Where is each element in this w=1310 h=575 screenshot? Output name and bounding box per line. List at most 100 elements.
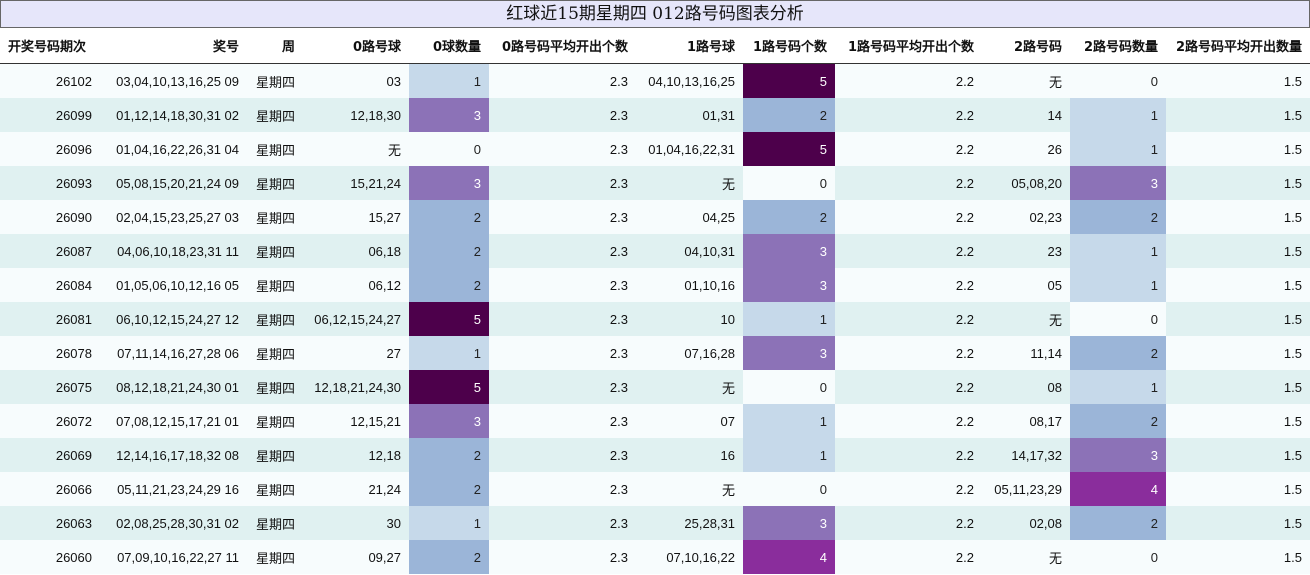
r0-avg-cell: 2.3: [489, 540, 636, 574]
weekday-cell: 星期四: [247, 98, 303, 132]
period-cell: 26060: [0, 540, 100, 574]
period-cell: 26081: [0, 302, 100, 336]
weekday-cell: 星期四: [247, 336, 303, 370]
r1-count-cell: 3: [743, 268, 835, 302]
r1-count-cell: 5: [743, 132, 835, 166]
numbers-cell: 05,08,15,20,21,24 09: [100, 166, 247, 200]
chart-title: 红球近15期星期四 012路号码图表分析: [0, 0, 1310, 28]
table-row: 26099 01,12,14,18,30,31 02 星期四 12,18,30 3 2.3…: [0, 98, 1310, 132]
period-cell: 26069: [0, 438, 100, 472]
table-row: 26075 08,12,18,21,24,30 01 星期四 12,18,21,24,…: [0, 370, 1310, 404]
numbers-cell: 08,12,18,21,24,30 01: [100, 370, 247, 404]
r2-balls-cell: 08,17: [982, 404, 1070, 438]
r1-balls-cell: 无: [636, 472, 743, 506]
r0-count-cell: 0: [409, 132, 489, 166]
r1-balls-cell: 07,10,16,22: [636, 540, 743, 574]
weekday-cell: 星期四: [247, 370, 303, 404]
r0-balls-cell: 15,27: [303, 200, 409, 234]
r2-balls-cell: 02,08: [982, 506, 1070, 540]
r0-balls-cell: 06,12,15,24,27: [303, 302, 409, 336]
col-header-r1-count: 1路号码个数: [743, 28, 835, 64]
r0-avg-cell: 2.3: [489, 472, 636, 506]
col-header-period: 开奖号码期次: [0, 28, 100, 64]
r1-balls-cell: 01,31: [636, 98, 743, 132]
weekday-cell: 星期四: [247, 540, 303, 574]
r1-count-cell: 4: [743, 540, 835, 574]
r1-count-cell: 1: [743, 302, 835, 336]
r1-avg-cell: 2.2: [835, 268, 982, 302]
r1-count-cell: 5: [743, 63, 835, 98]
table-body: 26102 03,04,10,13,16,25 09 星期四 03 1 2.3 04,10,…: [0, 63, 1310, 574]
period-cell: 26072: [0, 404, 100, 438]
r1-balls-cell: 07,16,28: [636, 336, 743, 370]
table-row: 26069 12,14,16,17,18,32 08 星期四 12,18 2 2.3 16 1…: [0, 438, 1310, 472]
r2-avg-cell: 1.5: [1166, 404, 1310, 438]
r2-count-cell: 0: [1070, 302, 1166, 336]
r2-avg-cell: 1.5: [1166, 98, 1310, 132]
r2-count-cell: 4: [1070, 472, 1166, 506]
table-row: 26096 01,04,16,22,26,31 04 星期四无 0 2.3 01,04,1…: [0, 132, 1310, 166]
weekday-cell: 星期四: [247, 200, 303, 234]
r2-balls-cell: 05,08,20: [982, 166, 1070, 200]
r1-avg-cell: 2.2: [835, 370, 982, 404]
weekday-cell: 星期四: [247, 404, 303, 438]
r0-balls-cell: 12,18,21,24,30: [303, 370, 409, 404]
r0-avg-cell: 2.3: [489, 438, 636, 472]
period-cell: 26066: [0, 472, 100, 506]
r0-balls-cell: 09,27: [303, 540, 409, 574]
r2-balls-cell: 26: [982, 132, 1070, 166]
r0-balls-cell: 12,18: [303, 438, 409, 472]
r2-avg-cell: 1.5: [1166, 336, 1310, 370]
r1-count-cell: 3: [743, 506, 835, 540]
col-header-r2-avg: 2路号码平均开出数量: [1166, 28, 1310, 64]
table-row: 26087 04,06,10,18,23,31 11 星期四 06,18 2 2.3 04,…: [0, 234, 1310, 268]
weekday-cell: 星期四: [247, 166, 303, 200]
r0-count-cell: 5: [409, 370, 489, 404]
r2-count-cell: 1: [1070, 234, 1166, 268]
weekday-cell: 星期四: [247, 472, 303, 506]
r2-avg-cell: 1.5: [1166, 200, 1310, 234]
r2-balls-cell: 11,14: [982, 336, 1070, 370]
period-cell: 26096: [0, 132, 100, 166]
r1-avg-cell: 2.2: [835, 540, 982, 574]
table-row: 26072 07,08,12,15,17,21 01 星期四 12,15,21 3 2.3…: [0, 404, 1310, 438]
weekday-cell: 星期四: [247, 302, 303, 336]
col-header-r1-avg: 1路号码平均开出个数: [835, 28, 982, 64]
r1-count-cell: 3: [743, 234, 835, 268]
r1-avg-cell: 2.2: [835, 200, 982, 234]
r0-avg-cell: 2.3: [489, 268, 636, 302]
period-cell: 26090: [0, 200, 100, 234]
r2-balls-cell: 无: [982, 302, 1070, 336]
r2-balls-cell: 08: [982, 370, 1070, 404]
r2-avg-cell: 1.5: [1166, 506, 1310, 540]
r1-balls-cell: 25,28,31: [636, 506, 743, 540]
col-header-r0-count: 0球数量: [409, 28, 489, 64]
r2-avg-cell: 1.5: [1166, 540, 1310, 574]
r0-count-cell: 1: [409, 63, 489, 98]
weekday-cell: 星期四: [247, 506, 303, 540]
r2-count-cell: 2: [1070, 404, 1166, 438]
table-row: 26102 03,04,10,13,16,25 09 星期四 03 1 2.3 04,10,…: [0, 63, 1310, 98]
r1-avg-cell: 2.2: [835, 234, 982, 268]
r1-balls-cell: 无: [636, 370, 743, 404]
r2-count-cell: 0: [1070, 63, 1166, 98]
r0-balls-cell: 12,18,30: [303, 98, 409, 132]
r0-avg-cell: 2.3: [489, 370, 636, 404]
r0-count-cell: 2: [409, 268, 489, 302]
r2-balls-cell: 14,17,32: [982, 438, 1070, 472]
period-cell: 26093: [0, 166, 100, 200]
r1-avg-cell: 2.2: [835, 132, 982, 166]
table-row: 26093 05,08,15,20,21,24 09 星期四 15,21,24 3 2.3…: [0, 166, 1310, 200]
r1-count-cell: 0: [743, 370, 835, 404]
numbers-cell: 01,04,16,22,26,31 04: [100, 132, 247, 166]
r0-avg-cell: 2.3: [489, 98, 636, 132]
r0-avg-cell: 2.3: [489, 200, 636, 234]
r0-avg-cell: 2.3: [489, 234, 636, 268]
r1-avg-cell: 2.2: [835, 472, 982, 506]
period-cell: 26075: [0, 370, 100, 404]
r0-count-cell: 2: [409, 438, 489, 472]
r0-count-cell: 1: [409, 336, 489, 370]
r1-count-cell: 3: [743, 336, 835, 370]
period-cell: 26102: [0, 63, 100, 98]
numbers-cell: 12,14,16,17,18,32 08: [100, 438, 247, 472]
